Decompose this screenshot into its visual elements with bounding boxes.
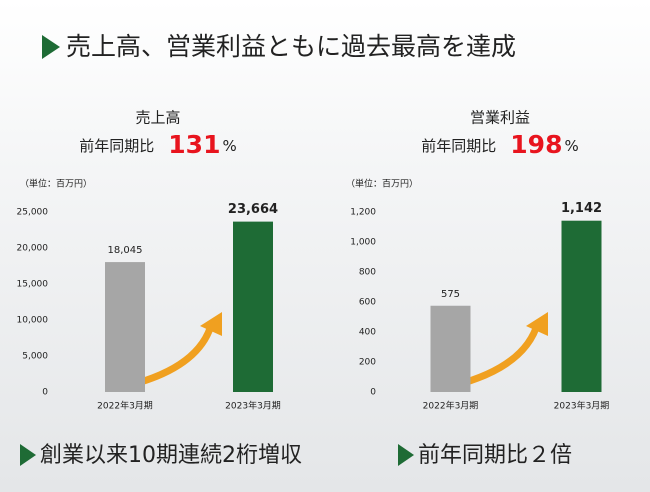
x-tick-label: 2023年3月期: [554, 400, 610, 412]
growth-line: 前年同期比 198%: [421, 130, 578, 159]
footer-marker: [398, 444, 414, 466]
y-tick-label: 0: [370, 388, 376, 398]
x-tick-label: 2022年3月期: [423, 400, 479, 412]
slide-title: 売上高、営業利益ともに過去最高を達成: [66, 32, 516, 61]
y-tick-label: 20,000: [17, 244, 49, 254]
y-tick-label: 10,000: [17, 316, 49, 326]
value-label: 18,045: [108, 245, 143, 256]
bar: [105, 262, 145, 392]
growth-unit: %: [564, 137, 578, 155]
footer-marker: [20, 444, 36, 466]
y-tick-label: 400: [359, 328, 376, 338]
y-tick-label: 0: [42, 388, 48, 398]
bar: [430, 305, 471, 392]
bar: [233, 221, 273, 392]
bar: [561, 220, 602, 392]
value-label: 23,664: [228, 202, 278, 217]
value-label: 575: [441, 289, 460, 300]
y-tick-label: 200: [359, 358, 376, 368]
growth-value: 131: [168, 130, 220, 159]
y-tick-label: 25,000: [17, 208, 49, 218]
y-tick-label: 1,200: [350, 208, 376, 218]
title-marker: [42, 35, 60, 59]
y-tick-label: 15,000: [17, 280, 49, 290]
value-label: 1,142: [561, 201, 602, 216]
growth-arrow-head: [200, 312, 222, 336]
growth-line: 前年同期比 131%: [79, 130, 236, 159]
chart-title: 売上高: [135, 109, 180, 127]
growth-label: 前年同期比: [79, 137, 154, 155]
x-tick-label: 2022年3月期: [97, 400, 153, 412]
growth-unit: %: [222, 137, 236, 155]
unit-label: （単位：百万円）: [20, 178, 92, 190]
unit-label: （単位：百万円）: [346, 178, 418, 190]
growth-arrow-head: [526, 312, 548, 336]
chart-title: 営業利益: [470, 109, 530, 127]
x-tick-label: 2023年3月期: [225, 400, 281, 412]
y-tick-label: 600: [359, 298, 376, 308]
y-tick-label: 800: [359, 268, 376, 278]
y-tick-label: 1,000: [350, 238, 376, 248]
footer-text: 前年同期比２倍: [418, 443, 572, 468]
growth-value: 198: [510, 130, 562, 159]
growth-label: 前年同期比: [421, 137, 496, 155]
footer-text: 創業以来10期連続2桁増収: [40, 443, 302, 468]
y-tick-label: 5,000: [22, 352, 48, 362]
